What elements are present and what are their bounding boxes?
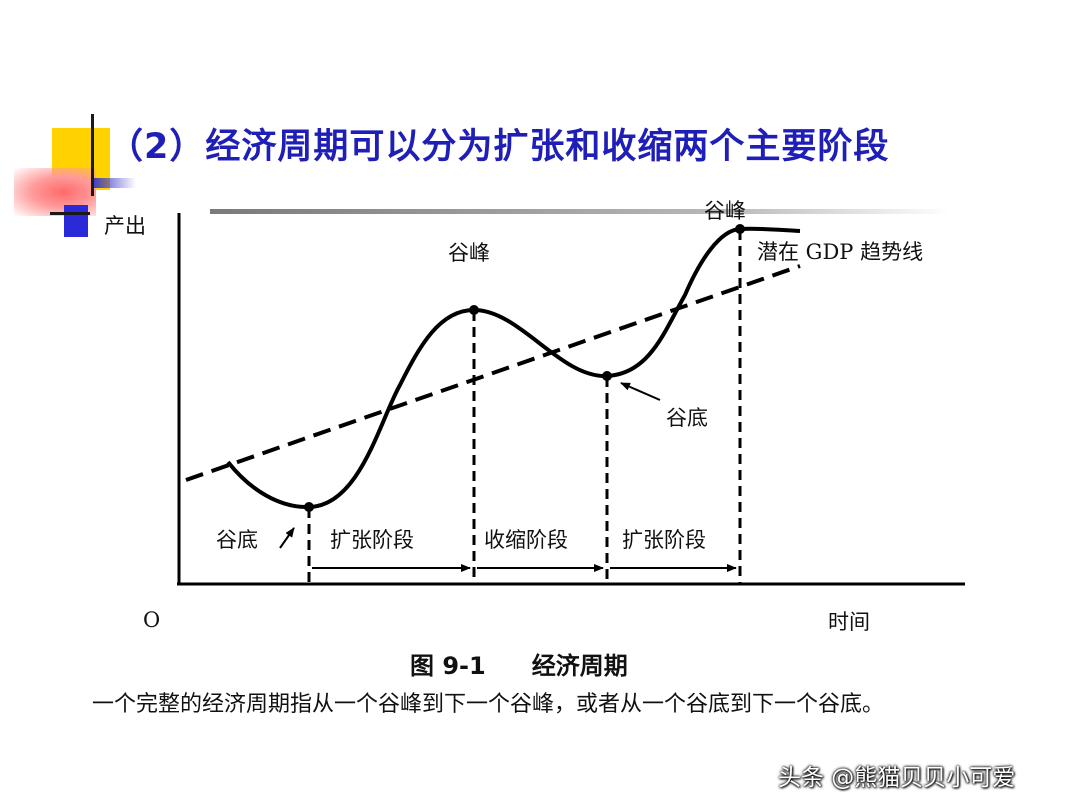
decor-blue-square	[64, 205, 88, 237]
origin-label: O	[143, 608, 161, 632]
peak-label-2: 谷峰	[704, 199, 746, 223]
decor-blue-bar	[92, 178, 136, 188]
decor-horizontal-line	[50, 212, 90, 215]
x-axis-label: 时间	[828, 610, 870, 634]
y-axis-label: 产出	[104, 214, 146, 238]
slide-title: （2）经济周期可以分为扩张和收缩两个主要阶段	[108, 127, 890, 167]
trough-1-point	[304, 502, 314, 512]
trough-1-pointer-arrow	[279, 527, 295, 549]
figure-name: 经济周期	[531, 652, 628, 680]
trough-label-2: 谷底	[666, 406, 708, 430]
business-cycle-curve	[226, 226, 801, 510]
watermark: 头条 @熊猫贝贝小可爱	[778, 765, 1016, 791]
phase-label-contraction: 收缩阶段	[484, 528, 568, 552]
peak-2-point	[735, 224, 745, 234]
figure-number: 图 9-1	[410, 652, 486, 680]
trend-line-label: 潜在 GDP 趋势线	[757, 240, 924, 264]
phase-label-expansion-1: 扩张阶段	[330, 528, 414, 552]
title-underline	[210, 209, 950, 214]
potential-gdp-trend-line	[185, 264, 801, 482]
decor-vertical-line	[91, 114, 94, 196]
peak-1-point	[469, 305, 479, 315]
trough-label-1: 谷底	[216, 528, 258, 552]
trough-2-pointer-arrow	[620, 382, 661, 401]
figure-caption: 图 9-1 经济周期	[410, 646, 628, 681]
description-text: 一个完整的经济周期指从一个谷峰到下一个谷峰，或者从一个谷底到下一个谷底。	[92, 692, 885, 717]
trough-2-point	[602, 371, 612, 381]
phase-label-expansion-2: 扩张阶段	[622, 528, 706, 552]
peak-label-1: 谷峰	[448, 241, 490, 265]
